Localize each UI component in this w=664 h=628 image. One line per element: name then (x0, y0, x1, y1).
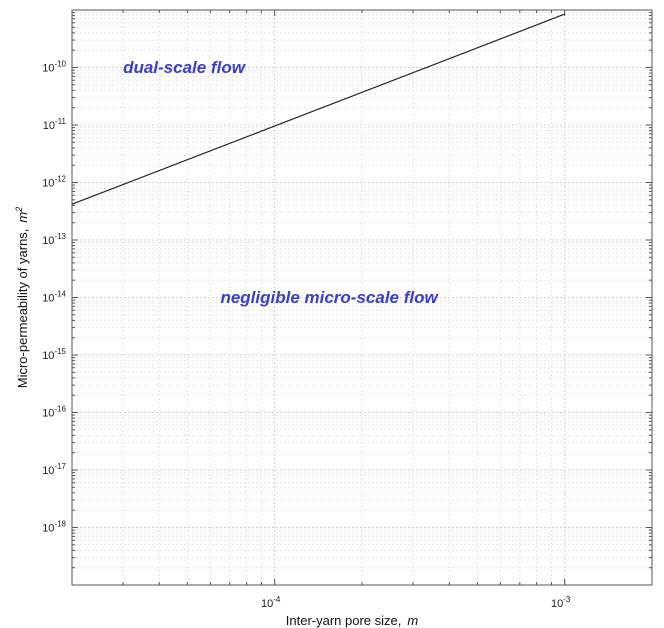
x-tick-label: 10-3 (551, 595, 571, 610)
y-tick-label: 10-17 (42, 462, 66, 477)
y-tick-label: 10-10 (42, 60, 66, 75)
y-axis-label: Micro-permeability of yarns, m2 (14, 207, 30, 389)
region-annotation: dual-scale flow (123, 58, 247, 77)
y-axis-label-unit-exp: 2 (14, 207, 24, 213)
x-tick-labels: 10-4 10-3 (261, 595, 571, 610)
y-tick-label: 10-11 (43, 117, 67, 132)
y-tick-label: 10-14 (42, 290, 66, 305)
x-tick-label: 10-4 (261, 595, 281, 610)
y-tick-label: 10-18 (42, 520, 66, 535)
y-tick-label: 10-12 (42, 175, 66, 190)
y-axis-label-text: Micro-permeability of yarns, (15, 229, 30, 389)
y-axis-label-unit: m (15, 212, 30, 223)
y-tick-label: 10-16 (42, 405, 66, 420)
y-tick-label: 10-13 (42, 232, 66, 247)
y-tick-labels: 10-10 10-11 10-12 10-13 10-14 10-15 10-16 10-17… (42, 60, 66, 535)
series (71, 13, 565, 205)
y-tick-label: 10-15 (42, 347, 66, 362)
x-axis-label-unit: m (407, 613, 418, 628)
x-axis-label: Inter-yarn pore size, m (286, 613, 419, 628)
series-line (71, 13, 565, 205)
axis-ticks (71, 9, 653, 586)
region-annotation: negligible micro-scale flow (220, 288, 439, 307)
annotations: dual-scale flow negligible micro-scale fl… (123, 58, 439, 307)
x-axis-label-text: Inter-yarn pore size, (286, 613, 402, 628)
